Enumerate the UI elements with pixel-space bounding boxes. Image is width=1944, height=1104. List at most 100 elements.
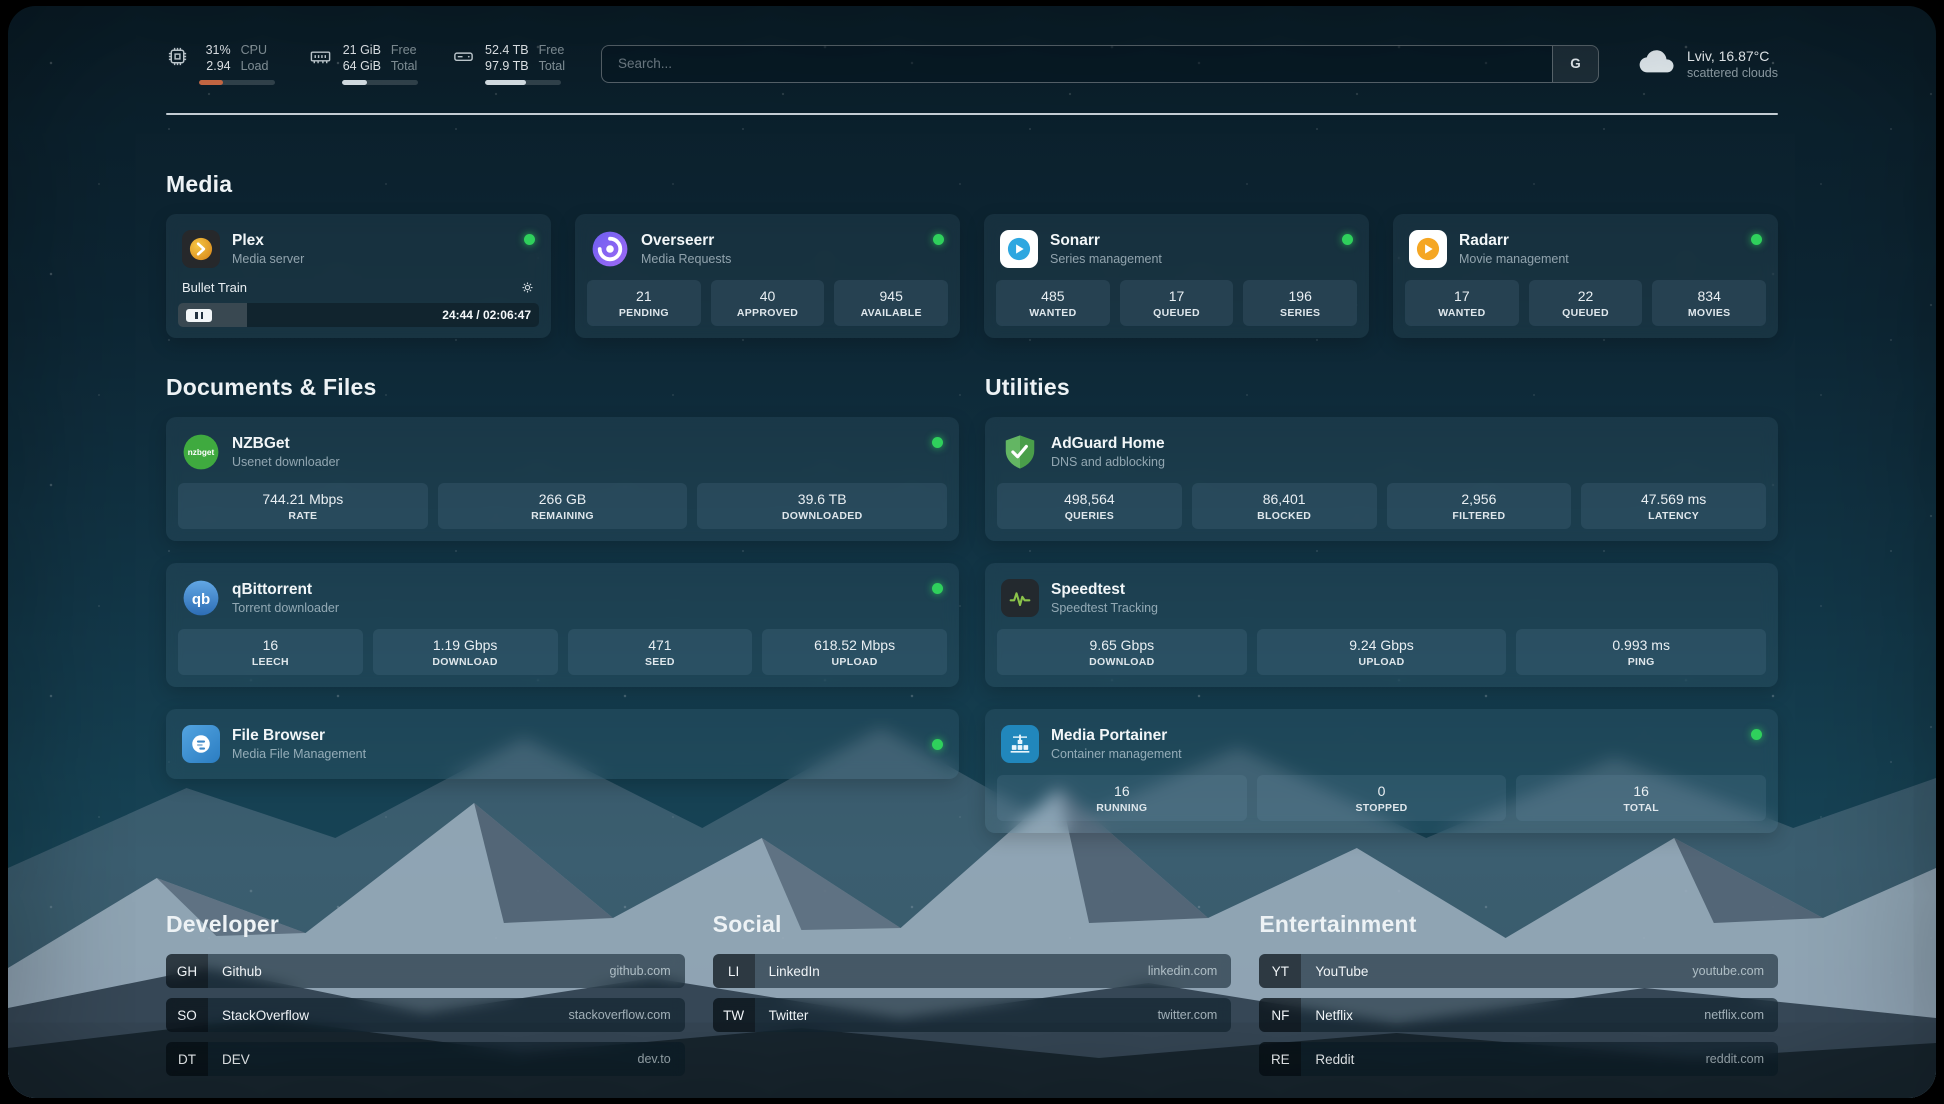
- bookmark-linkedin[interactable]: LI LinkedIn linkedin.com: [712, 954, 1232, 988]
- service-card-radarr[interactable]: Radarr Movie management 17 WANTED 22 QUE…: [1393, 214, 1778, 338]
- stat-queries: 498,564 QUERIES: [997, 483, 1182, 529]
- disk-free-label: Free: [538, 42, 565, 57]
- stat-label: SEED: [644, 656, 675, 668]
- bookmark-group-social: Social LI LinkedIn linkedin.com TW Twitt…: [712, 911, 1232, 1086]
- bookmark-youtube[interactable]: YT YouTube youtube.com: [1259, 954, 1778, 988]
- stat-label: PENDING: [618, 307, 669, 319]
- service-card-qbittorrent[interactable]: qb qBittorrent Torrent downloader 16 LEE…: [166, 563, 959, 687]
- stat-stopped: 0 STOPPED: [1256, 775, 1507, 821]
- bookmark-dev[interactable]: DT DEV dev.to: [166, 1042, 685, 1076]
- stat-label: PING: [1627, 656, 1655, 668]
- stat-label: QUEUED: [1153, 307, 1200, 319]
- overseerr-icon: [591, 230, 629, 268]
- stat-value: 498,564: [1064, 491, 1115, 507]
- cpu-widget: 31% CPU 2.94 Load: [166, 42, 275, 86]
- cpu-load-label: Load: [240, 59, 269, 73]
- stat-latency: 47.569 ms LATENCY: [1581, 483, 1766, 529]
- stat-label: WANTED: [1029, 307, 1077, 319]
- stat-label: QUERIES: [1064, 510, 1115, 522]
- stat-value: 16: [1114, 783, 1130, 799]
- stat-pending: 21 PENDING: [587, 280, 701, 326]
- memory-free-value: 21 GiB: [342, 42, 381, 57]
- memory-progress-track: [342, 80, 418, 86]
- plex-progress-bar: 24:44 / 02:06:47: [178, 303, 539, 327]
- stat-label: DOWNLOADED: [781, 510, 863, 522]
- qbittorrent-icon: qb: [182, 579, 220, 617]
- stat-value: 0.993 ms: [1612, 637, 1670, 653]
- bookmark-name: DEV: [222, 1051, 250, 1067]
- status-dot: [1342, 234, 1353, 245]
- section-title-media: Media: [166, 171, 233, 197]
- stat-value: 1.19 Gbps: [432, 637, 498, 653]
- gear-icon[interactable]: [520, 280, 535, 295]
- search-input[interactable]: [601, 45, 1552, 82]
- cpu-icon: [166, 42, 189, 73]
- cpu-usage-label: CPU: [240, 42, 268, 57]
- stat-label: LATENCY: [1648, 510, 1700, 522]
- stat-value: 9.24 Gbps: [1349, 637, 1414, 653]
- bookmark-abbr: GH: [166, 954, 208, 988]
- memory-total-value: 64 GiB: [342, 59, 381, 73]
- service-card-plex[interactable]: Plex Media server Bullet Train: [166, 214, 551, 338]
- search-provider-button[interactable]: G: [1551, 45, 1598, 82]
- pause-button[interactable]: [186, 308, 212, 322]
- stat-value: 40: [759, 288, 776, 304]
- stat-label: LEECH: [251, 656, 289, 668]
- service-name: NZBGet: [232, 434, 290, 452]
- bookmark-url: stackoverflow.com: [568, 1008, 671, 1022]
- service-card-sonarr[interactable]: Sonarr Series management 485 WANTED 17 Q…: [984, 214, 1369, 338]
- service-card-portainer[interactable]: Media Portainer Container management 16 …: [985, 709, 1778, 833]
- service-card-speedtest[interactable]: Speedtest Speedtest Tracking 9.65 Gbps D…: [985, 563, 1778, 687]
- section-title-entertainment: Entertainment: [1259, 911, 1417, 937]
- stat-value: 86,401: [1262, 491, 1306, 507]
- stat-blocked: 86,401 BLOCKED: [1191, 483, 1377, 529]
- status-dot: [932, 437, 943, 448]
- resource-widgets: 31% CPU 2.94 Load: [166, 42, 565, 86]
- bookmark-abbr: SO: [166, 998, 208, 1032]
- cloud-icon: [1635, 40, 1677, 87]
- stat-value: 39.6 TB: [797, 491, 847, 507]
- service-subtitle: Torrent downloader: [232, 601, 340, 616]
- service-subtitle: Series management: [1050, 252, 1162, 267]
- cpu-usage-value: 31%: [205, 42, 231, 57]
- service-subtitle: Usenet downloader: [232, 455, 340, 470]
- service-card-adguard[interactable]: AdGuard Home DNS and adblocking 498,564 …: [985, 417, 1778, 541]
- bookmark-name: LinkedIn: [768, 963, 820, 979]
- stat-value: 485: [1041, 288, 1065, 304]
- bookmark-netflix[interactable]: NF Netflix netflix.com: [1259, 998, 1778, 1032]
- bookmark-url: youtube.com: [1692, 964, 1764, 978]
- status-dot: [1751, 729, 1762, 740]
- stat-value: 945: [879, 288, 903, 304]
- service-name: AdGuard Home: [1051, 434, 1165, 452]
- bookmark-stackoverflow[interactable]: SO StackOverflow stackoverflow.com: [166, 998, 685, 1032]
- utilities-section: Utilities AdGuard Home: [985, 374, 1778, 855]
- bookmark-reddit[interactable]: RE Reddit reddit.com: [1259, 1042, 1778, 1076]
- disk-free-value: 52.4 TB: [485, 42, 529, 57]
- bookmark-github[interactable]: GH Github github.com: [166, 954, 685, 988]
- stat-label: FILTERED: [1452, 510, 1506, 522]
- stat-remaining: 266 GB REMAINING: [437, 483, 688, 529]
- service-name: Speedtest: [1051, 580, 1126, 598]
- stat-download: 9.65 Gbps DOWNLOAD: [997, 629, 1247, 675]
- stat-label: RUNNING: [1096, 802, 1148, 814]
- bookmark-abbr: YT: [1259, 954, 1302, 988]
- service-name: Plex: [232, 231, 264, 249]
- bookmark-group-entertainment: Entertainment YT YouTube youtube.com NF …: [1259, 911, 1778, 1086]
- service-card-overseerr[interactable]: Overseerr Media Requests 21 PENDING 40 A…: [575, 214, 960, 338]
- stat-download: 1.19 Gbps DOWNLOAD: [372, 629, 558, 675]
- stat-value: 16: [262, 637, 279, 653]
- service-card-nzbget[interactable]: nzbget NZBGet Usenet downloader 744.21 M…: [166, 417, 959, 541]
- stat-value: 618.52 Mbps: [814, 637, 896, 653]
- sonarr-icon: [1000, 230, 1038, 268]
- now-playing-title: Bullet Train: [182, 280, 248, 295]
- service-card-filebrowser[interactable]: File Browser Media File Management: [166, 709, 959, 779]
- bookmark-url: netflix.com: [1704, 1008, 1764, 1022]
- stat-value: 266 GB: [538, 491, 587, 507]
- bookmark-twitter[interactable]: TW Twitter twitter.com: [712, 998, 1232, 1032]
- svg-text:qb: qb: [192, 591, 210, 608]
- stat-label: RATE: [288, 510, 318, 522]
- stat-approved: 40 APPROVED: [710, 280, 825, 326]
- plex-elapsed-total: 24:44 / 02:06:47: [442, 308, 531, 322]
- bookmark-name: Netflix: [1315, 1007, 1353, 1023]
- memory-icon: [309, 42, 332, 73]
